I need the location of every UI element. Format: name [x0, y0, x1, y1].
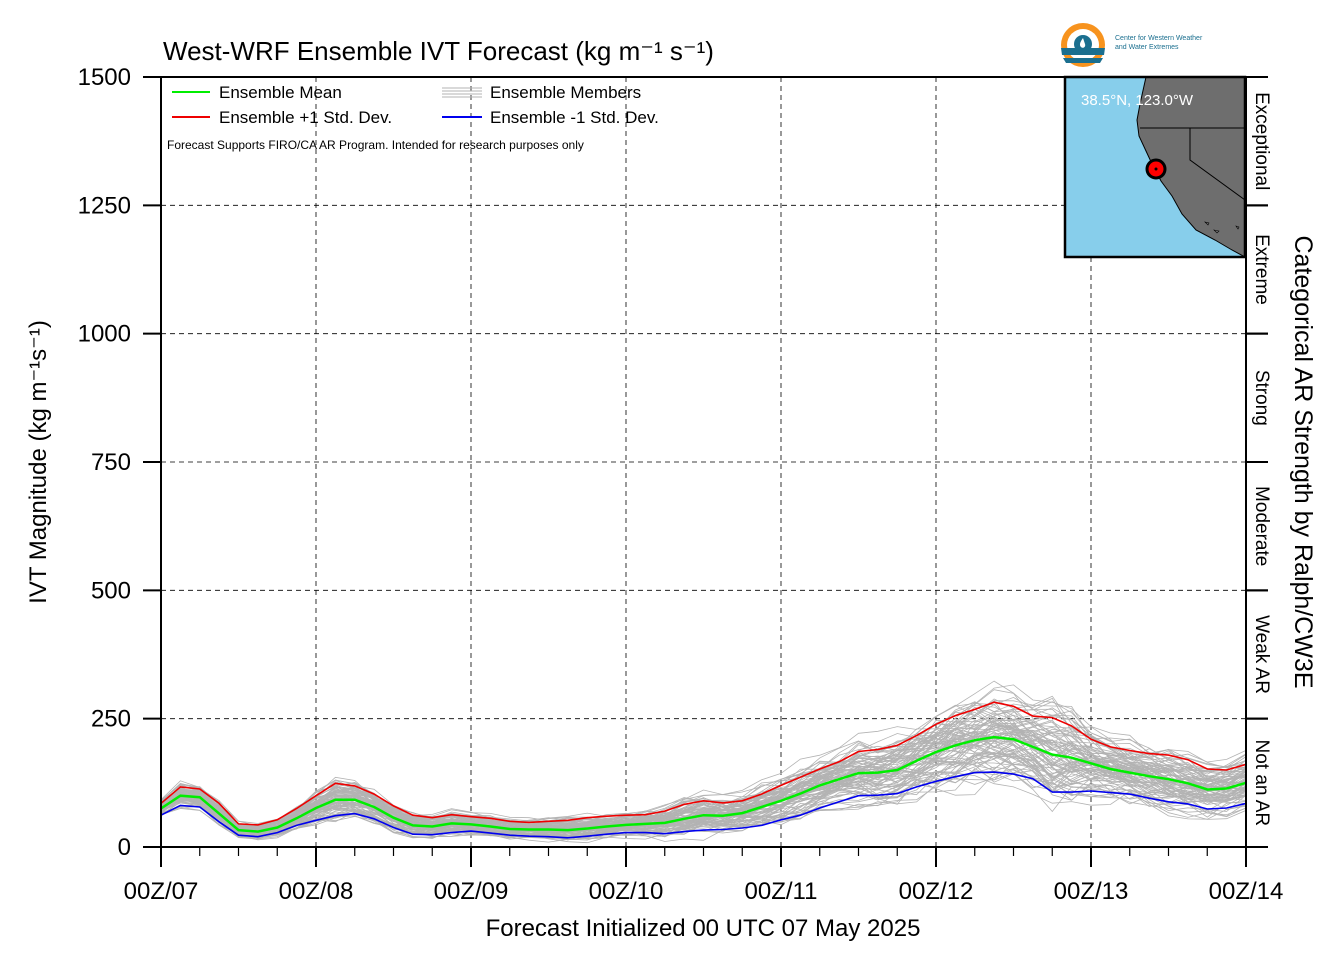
category-label: Extreme: [1251, 234, 1272, 305]
map-coordinates: 38.5°N, 123.0°W: [1081, 92, 1194, 109]
y-axis-title: IVT Magnitude (kg m⁻¹s⁻¹): [25, 320, 52, 604]
ensemble-plus-std-line: [161, 701, 1246, 826]
logo-waves-icon: [1061, 48, 1105, 63]
logo-line-2: and Water Extremes: [1115, 44, 1179, 51]
category-label: Weak AR: [1251, 615, 1272, 694]
x-axis-title: Forecast Initialized 00 UTC 07 May 2025: [486, 915, 921, 942]
ensemble-member-line: [161, 756, 1246, 841]
ensemble-member-line: [161, 772, 1246, 839]
legend-members-label: Ensemble Members: [490, 83, 641, 102]
x-tick-label: 00Z/07: [124, 878, 199, 905]
chart-title: West-WRF Ensemble IVT Forecast (kg m⁻¹ s…: [163, 36, 714, 66]
y-tick-label: 1500: [78, 64, 131, 91]
ensemble-member-line: [161, 737, 1246, 832]
ensemble-member-line: [161, 698, 1246, 828]
ensemble-member-line: [161, 760, 1246, 835]
legend: Ensemble Mean Ensemble +1 Std. Dev. Ense…: [172, 83, 659, 127]
legend-members-swatch: [442, 87, 482, 98]
category-label: Moderate: [1251, 486, 1272, 566]
y-tick-label: 1250: [78, 192, 131, 219]
ensemble-member-line: [161, 711, 1246, 831]
y-tick-label: 250: [91, 706, 131, 733]
y-tick-label: 750: [91, 449, 131, 476]
category-axis-title: Categorical AR Strength by Ralph/CW3E: [1289, 236, 1317, 689]
ensemble-mean-line: [161, 735, 1246, 833]
y-tick-label: 0: [118, 834, 131, 861]
logo-line-1: Center for Western Weather: [1115, 35, 1203, 42]
ensemble-member-line: [161, 719, 1246, 834]
legend-plus-std-label: Ensemble +1 Std. Dev.: [219, 108, 392, 127]
ensemble-member-line: [161, 708, 1246, 831]
category-label: Not an AR: [1251, 739, 1272, 826]
map-land: [1136, 77, 1245, 257]
ensemble-member-line: [161, 731, 1246, 833]
category-label: Strong: [1251, 370, 1272, 426]
ensemble-member-line: [161, 733, 1246, 835]
x-tick-label: 00Z/10: [589, 878, 664, 905]
category-label: Exceptional: [1251, 92, 1272, 190]
grid: [161, 77, 1246, 847]
legend-mean-label: Ensemble Mean: [219, 83, 342, 102]
ensemble-minus-std-line: [161, 771, 1246, 839]
x-tick-label: 00Z/09: [434, 878, 509, 905]
ensemble-series: [161, 701, 1246, 839]
x-tick-label: 00Z/11: [745, 878, 818, 905]
axis-ticks: 0 250 500 750 1000 1250 1500 00Z/07 00Z/08 00Z/09…: [78, 64, 1284, 905]
ensemble-member-line: [161, 741, 1246, 836]
ensemble-members: [161, 680, 1246, 844]
location-map: 38.5°N, 123.0°W: [1063, 75, 1247, 259]
ensemble-member-line: [161, 708, 1246, 833]
ensemble-member-line: [161, 702, 1246, 827]
y-tick-label: 500: [91, 577, 131, 604]
map-islands: [1204, 221, 1240, 234]
x-tick-label: 00Z/08: [279, 878, 354, 905]
x-tick-label: 00Z/14: [1209, 878, 1284, 905]
ensemble-member-line: [161, 744, 1246, 841]
cw3e-logo: Center for Western Weather and Water Ext…: [1061, 23, 1203, 67]
legend-minus-std-label: Ensemble -1 Std. Dev.: [490, 108, 659, 127]
location-marker-center: [1154, 167, 1158, 171]
disclaimer-note: Forecast Supports FIRO/CA AR Program. In…: [167, 138, 584, 152]
y-tick-label: 1000: [78, 321, 131, 348]
x-tick-label: 00Z/12: [899, 878, 974, 905]
x-tick-label: 00Z/13: [1054, 878, 1129, 905]
category-axis: Not an AR Weak AR Moderate Strong Extreme Exc…: [1245, 76, 1272, 848]
map-state-border: [1140, 127, 1245, 201]
